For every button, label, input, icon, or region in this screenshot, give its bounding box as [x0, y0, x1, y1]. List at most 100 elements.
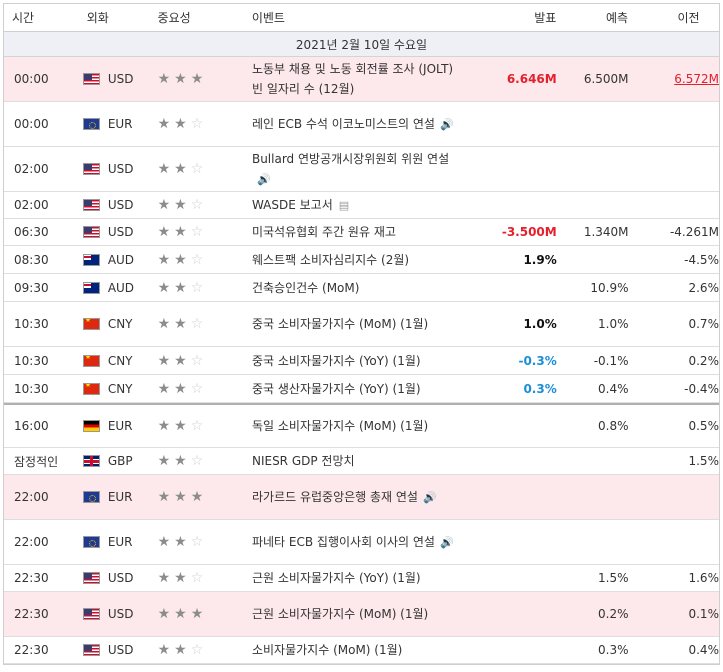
actual-value: [458, 274, 558, 301]
star-empty-icon: ☆: [190, 116, 204, 132]
event-title[interactable]: 건축승인건수 (MoM): [251, 280, 360, 295]
event-row[interactable]: 22:30 USD ★ ★ ★ 근원 소비자물가지수 (MoM) (1월) 0.2% 0.1%: [4, 592, 719, 637]
event-time: 00:00: [4, 57, 83, 101]
event-row[interactable]: 10:30CNY★★☆중국 소비자물가지수 (YoY) (1월)-0.3%-0.…: [4, 347, 719, 375]
event-row[interactable]: 00:00 EUR ★ ★ ☆ 레인 ECB 수석 이코노미스트의 연설 🔊: [4, 102, 719, 147]
previous-value-text[interactable]: 6.572M: [674, 72, 719, 86]
previous-value-text: 0.5%: [688, 419, 719, 433]
speaker-icon: 🔊: [439, 117, 454, 131]
event-title[interactable]: WASDE 보고서: [251, 197, 333, 212]
usd-flag-icon: [82, 608, 100, 620]
previous-value-text: 0.4%: [688, 643, 719, 657]
event-title[interactable]: 중국 소비자물가지수 (MoM) (1월): [251, 317, 429, 331]
event-time-text: 10:30: [14, 353, 49, 368]
event-row[interactable]: 잠정적인 GBP ★ ★ ☆ NIESR GDP 전망치 1.5%: [4, 448, 719, 475]
event-name[interactable]: 파네타 ECB 집행이사회 이사의 연설 🔊: [252, 520, 458, 564]
event-row[interactable]: 10:30CNY★★☆중국 생산자물가지수 (YoY) (1월)0.3%0.4%…: [4, 375, 719, 403]
importance-stars: ★ ★ ☆: [154, 246, 252, 273]
event-name[interactable]: 노동부 채용 및 노동 회전률 조사 (JOLT) 빈 일자리 수 (12월): [252, 57, 458, 101]
currency-code: CNY: [107, 317, 133, 331]
event-name[interactable]: WASDE 보고서 ▤: [252, 192, 458, 218]
actual-value: [458, 637, 558, 663]
currency-code: EUR: [107, 419, 133, 433]
header-event[interactable]: 이벤트: [251, 11, 285, 25]
event-title[interactable]: 라가르드 유럽중앙은행 총재 연설: [251, 489, 418, 504]
star-empty-icon: ☆: [190, 418, 204, 434]
actual-value: -3.500M: [501, 225, 557, 239]
event-title[interactable]: 독일 소비자물가지수 (MoM) (1월): [251, 419, 429, 433]
currency-code: AUD: [107, 280, 135, 295]
event-currency: CNY: [82, 302, 154, 346]
event-title[interactable]: NIESR GDP 전망치: [251, 454, 355, 468]
event-row[interactable]: 00:00 USD ★ ★ ★ 노동부 채용 및 노동 회전률 조사 (JOLT) 빈 일…: [4, 57, 719, 102]
previous-value: -4.5%: [629, 246, 719, 273]
event-title[interactable]: 미국석유협회 주간 원유 재고: [251, 225, 396, 239]
event-row[interactable]: 22:30 USD ★ ★ ☆ 근원 소비자물가지수 (YoY) (1월) 1.5% 1.6%: [4, 565, 719, 592]
event-name[interactable]: 근원 소비자물가지수 (YoY) (1월): [252, 565, 458, 591]
star-filled-icon: ★: [157, 380, 171, 397]
event-title[interactable]: 노동부 채용 및 노동 회전률 조사 (JOLT) 빈 일자리 수 (12월): [251, 62, 454, 96]
event-row[interactable]: 10:30CNY★★☆중국 소비자물가지수 (MoM) (1월)1.0%1.0%…: [4, 302, 719, 347]
event-row[interactable]: 02:00 USD ★ ★ ☆ WASDE 보고서 ▤: [4, 192, 719, 219]
event-name[interactable]: 중국 소비자물가지수 (YoY) (1월): [252, 347, 458, 374]
event-title[interactable]: 소비자물가지수 (MoM) (1월): [251, 643, 403, 657]
actual-value: [458, 147, 558, 191]
event-currency: USD: [82, 592, 154, 636]
star-filled-icon: ★: [174, 316, 187, 332]
event-currency: CNY: [82, 375, 154, 402]
event-name[interactable]: 중국 생산자물가지수 (YoY) (1월): [252, 375, 458, 402]
event-title[interactable]: 레인 ECB 수석 이코노미스트의 연설: [251, 116, 435, 131]
event-row[interactable]: 22:30 USD ★ ★ ☆ 소비자물가지수 (MoM) (1월) 0.3% 0.4%: [4, 637, 719, 664]
event-title[interactable]: Bullard 연방공개시장위원회 위원 연설: [251, 151, 450, 166]
event-title[interactable]: 근원 소비자물가지수 (YoY) (1월): [251, 571, 421, 585]
event-name[interactable]: Bullard 연방공개시장위원회 위원 연설 🔊: [252, 147, 458, 191]
event-name[interactable]: 중국 소비자물가지수 (MoM) (1월): [252, 302, 458, 346]
event-title[interactable]: 중국 생산자물가지수 (YoY) (1월): [251, 381, 421, 396]
aud-flag-icon: [82, 253, 100, 266]
event-time: 16:00: [4, 405, 83, 447]
event-name[interactable]: NIESR GDP 전망치: [252, 448, 458, 474]
importance-stars: ★ ★ ☆: [154, 375, 252, 402]
header-previous[interactable]: 이전: [677, 11, 700, 25]
event-name[interactable]: 소비자물가지수 (MoM) (1월): [252, 637, 458, 663]
header-currency[interactable]: 외화: [86, 11, 109, 25]
event-name[interactable]: 건축승인건수 (MoM): [252, 274, 458, 301]
header-importance[interactable]: 중요성: [157, 11, 191, 25]
event-currency: USD: [82, 192, 154, 218]
previous-value: 2.6%: [629, 274, 719, 301]
event-row[interactable]: 02:00 USD ★ ★ ☆ Bullard 연방공개시장위원회 위원 연설🔊: [4, 147, 719, 192]
speaker-icon: 🔊: [422, 490, 437, 504]
star-empty-icon: ☆: [190, 279, 204, 296]
event-title[interactable]: 중국 소비자물가지수 (YoY) (1월): [251, 353, 421, 368]
event-row[interactable]: 08:30 AUD ★ ★ ☆ 웨스트팩 소비자심리지수 (2월) 1.9% -4.5%: [4, 246, 719, 274]
currency-code: AUD: [107, 252, 135, 267]
previous-value: 1.6%: [629, 565, 719, 591]
previous-value: 6.572M: [629, 57, 719, 101]
event-time-text: 02:00: [14, 198, 49, 212]
event-name[interactable]: 독일 소비자물가지수 (MoM) (1월): [252, 405, 458, 447]
event-title[interactable]: 파네타 ECB 집행이사회 이사의 연설: [251, 534, 435, 549]
event-row[interactable]: 09:30 AUD ★ ★ ☆ 건축승인건수 (MoM) 10.9% 2.6%: [4, 274, 719, 302]
event-title[interactable]: 웨스트팩 소비자심리지수 (2월): [251, 252, 410, 267]
event-row[interactable]: 16:00 EUR ★ ★ ☆ 독일 소비자물가지수 (MoM) (1월) 0.8% 0.5%: [4, 403, 719, 448]
header-actual[interactable]: 발표: [534, 11, 557, 25]
previous-value-text: -4.261M: [669, 225, 719, 239]
event-name[interactable]: 미국석유협회 주간 원유 재고: [252, 219, 458, 245]
event-row[interactable]: 22:00 EUR ★ ★ ☆ 파네타 ECB 집행이사회 이사의 연설 🔊: [4, 520, 719, 565]
currency-code: USD: [107, 162, 134, 176]
header-forecast[interactable]: 예측: [606, 11, 629, 25]
event-name[interactable]: 근원 소비자물가지수 (MoM) (1월): [252, 592, 458, 636]
event-name[interactable]: 웨스트팩 소비자심리지수 (2월): [252, 246, 458, 273]
importance-stars: ★ ★ ☆: [154, 347, 252, 374]
star-empty-icon: ☆: [190, 161, 204, 177]
header-time[interactable]: 시간: [12, 11, 35, 25]
event-name[interactable]: 라가르드 유럽중앙은행 총재 연설 🔊: [252, 475, 458, 519]
event-currency: AUD: [82, 274, 154, 301]
event-row[interactable]: 06:30 USD ★ ★ ☆ 미국석유협회 주간 원유 재고 -3.500M 1.340M -…: [4, 219, 719, 246]
event-title[interactable]: 근원 소비자물가지수 (MoM) (1월): [251, 607, 429, 621]
event-time: 08:30: [4, 246, 83, 273]
event-time-text: 잠정적인: [14, 454, 59, 469]
usd-flag-icon: [82, 199, 100, 211]
event-name[interactable]: 레인 ECB 수석 이코노미스트의 연설 🔊: [252, 102, 458, 146]
event-row[interactable]: 22:00 EUR ★ ★ ★ 라가르드 유럽중앙은행 총재 연설 🔊: [4, 475, 719, 520]
